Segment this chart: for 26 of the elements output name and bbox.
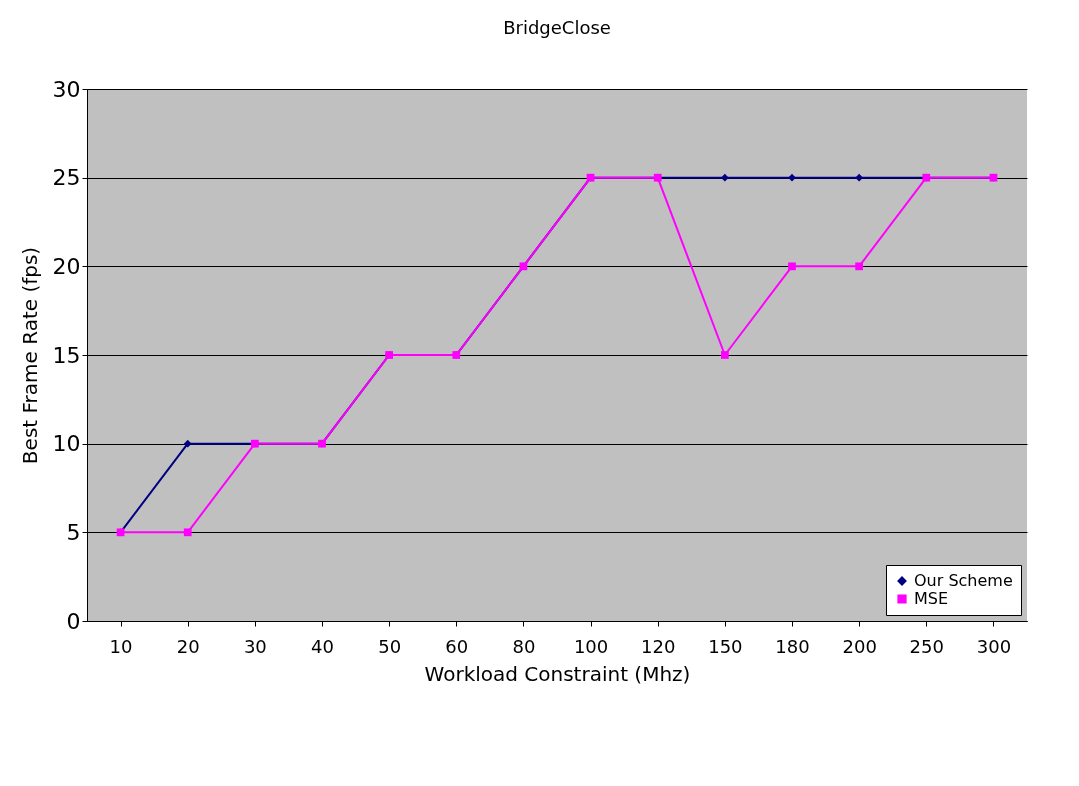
y-tick-label: 30 (52, 76, 81, 102)
x-tick-label: 40 (311, 635, 334, 657)
y-tick-label: 0 (66, 608, 81, 634)
x-tick-label: 80 (512, 635, 536, 657)
x-tick-label: 30 (243, 635, 267, 657)
x-tick-label: 150 (708, 635, 743, 657)
x-tick-label: 100 (573, 635, 609, 657)
x-tick-label: 60 (445, 635, 469, 657)
x-tick-label: 20 (176, 635, 200, 657)
legend-label: MSE (914, 589, 949, 608)
y-tick-label: 15 (52, 342, 81, 368)
x-axis-title: Workload Constraint (Mhz) (424, 661, 691, 686)
y-tick-label: 25 (52, 165, 81, 191)
x-tick-label: 180 (775, 635, 810, 657)
y-axis-title: Best Frame Rate (fps) (17, 246, 42, 465)
x-tick-label: 200 (842, 635, 877, 657)
x-tick-label: 300 (976, 635, 1012, 657)
x-tick-label: 250 (909, 635, 944, 657)
x-tick-label: 10 (109, 635, 133, 657)
x-tick-label: 120 (641, 635, 676, 657)
y-tick-label: 5 (66, 519, 81, 545)
chart-title: BridgeClose (503, 17, 611, 38)
x-tick-label: 50 (378, 635, 402, 657)
y-tick-label: 20 (52, 253, 81, 279)
legend-label: Our Scheme (914, 571, 1013, 590)
y-tick-label: 10 (52, 431, 81, 457)
